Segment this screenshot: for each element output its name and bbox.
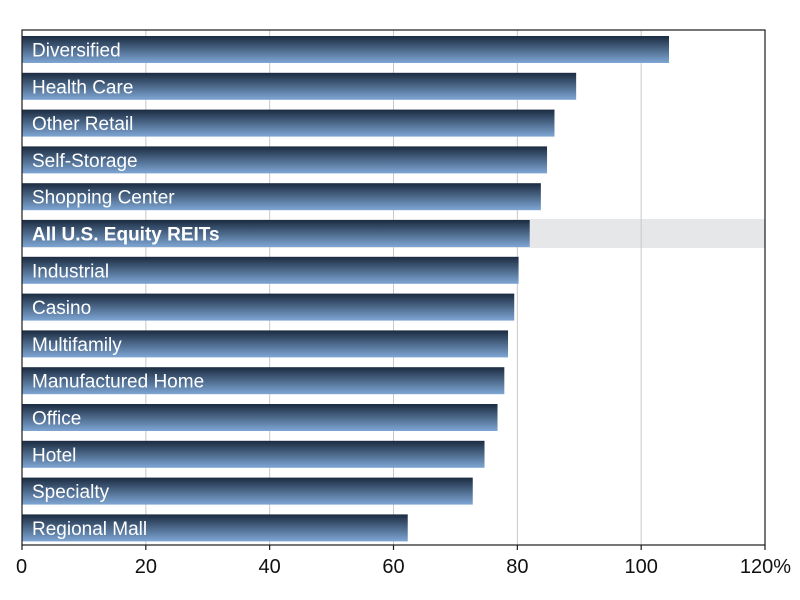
bar-label: All U.S. Equity REITs <box>32 225 220 246</box>
bar-label: Industrial <box>32 261 109 282</box>
x-tick-label: 80 <box>506 556 528 578</box>
bar-label: Specialty <box>32 482 110 503</box>
bar <box>22 440 485 468</box>
bar <box>22 146 548 174</box>
bar <box>22 330 509 358</box>
bar <box>22 477 473 505</box>
bar <box>22 109 555 137</box>
bar-label: Health Care <box>32 77 133 98</box>
bar-label: Shopping Center <box>32 188 175 209</box>
bar-label: Regional Mall <box>32 519 147 540</box>
bar <box>22 183 541 211</box>
bar-label: Hotel <box>32 445 76 466</box>
bar <box>22 514 408 542</box>
bar <box>22 220 530 247</box>
bar-label: Diversified <box>32 41 121 62</box>
bar-label: Office <box>32 409 81 430</box>
bar-label: Self-Storage <box>32 151 138 172</box>
x-tick-label: 120% <box>740 556 791 578</box>
bar <box>22 72 577 100</box>
bar-label: Casino <box>32 298 91 319</box>
x-tick-label: 20 <box>135 556 157 578</box>
bar <box>22 404 498 431</box>
bar-label: Other Retail <box>32 114 133 135</box>
bar <box>22 36 670 63</box>
bar <box>22 256 519 284</box>
bar <box>22 293 515 321</box>
x-tick-label: 0 <box>16 556 27 578</box>
bar <box>22 367 505 395</box>
x-tick-label: 40 <box>259 556 281 578</box>
bar-label: Multifamily <box>32 335 122 356</box>
x-tick-label: 100 <box>624 556 657 578</box>
bar-label: Manufactured Home <box>32 372 204 393</box>
x-tick-label: 60 <box>382 556 404 578</box>
